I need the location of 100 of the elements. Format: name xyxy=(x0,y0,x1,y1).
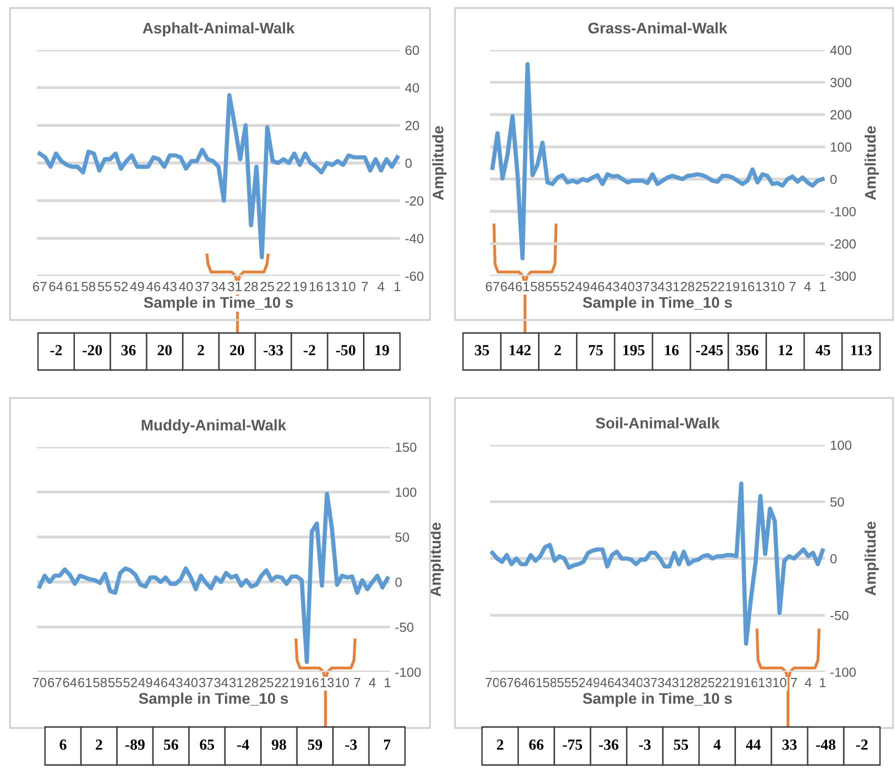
text: 2 xyxy=(554,345,561,356)
text: -245 xyxy=(696,345,723,356)
x-tick-label: 31 xyxy=(229,678,243,688)
y-tick-label: -100 xyxy=(830,668,856,677)
x-axis-title: Sample in Time_10 s xyxy=(582,296,732,311)
x-tick-label: 10 xyxy=(771,282,784,292)
x-tick-label: 4 xyxy=(804,678,812,688)
x-tick-label: 67 xyxy=(500,678,514,688)
text: 55 xyxy=(674,740,688,750)
y-tick-label: -50 xyxy=(830,610,848,620)
y-axis-title: Amplitude xyxy=(430,522,444,596)
x-tick-label: 1 xyxy=(820,678,826,688)
x-tick-label: 52 xyxy=(572,678,586,688)
x-tick-label: 64 xyxy=(49,282,63,292)
line-series xyxy=(37,492,390,664)
x-tick-label: 7 xyxy=(790,678,797,688)
x-tick-label: 37 xyxy=(636,282,650,292)
text: -20 xyxy=(82,345,102,356)
x-tick-label: 49 xyxy=(138,678,152,688)
y-tick-label: 50 xyxy=(830,497,844,507)
y-tick-label: -60 xyxy=(405,272,424,281)
y-tick-label: 400 xyxy=(830,46,852,55)
x-tick-label: 34 xyxy=(214,678,228,688)
x-tick-label: 55 xyxy=(108,678,122,688)
x-tick-label: 13 xyxy=(326,282,340,292)
x-tick-label: 67 xyxy=(48,678,62,688)
x-tick-label: 43 xyxy=(614,678,628,688)
x-tick-label: 4 xyxy=(804,282,811,292)
y-tick-label: 0 xyxy=(395,578,402,587)
y-tick-label: -300 xyxy=(830,272,856,281)
x-tick-label: 61 xyxy=(528,678,542,688)
x-tick-label: 58 xyxy=(543,678,557,688)
text: 2 xyxy=(96,740,102,750)
text: 45 xyxy=(816,345,830,356)
x-tick-label: 37 xyxy=(643,678,657,688)
text: 20 xyxy=(158,345,172,356)
x-tick-label: 64 xyxy=(514,678,528,688)
x-tick-label: 7 xyxy=(354,678,360,688)
y-tick-label: 0 xyxy=(830,174,837,184)
x-tick-label: 31 xyxy=(228,282,242,292)
x-tick-label: 58 xyxy=(93,678,107,688)
x-tick-label: 49 xyxy=(575,282,590,292)
x-tick-label: 28 xyxy=(244,678,258,688)
x-tick-label: 55 xyxy=(546,282,560,292)
text: 56 xyxy=(164,740,178,750)
y-tick-label: -20 xyxy=(405,196,424,206)
x-tick-label: 7 xyxy=(790,282,796,292)
text: -3 xyxy=(345,740,357,750)
x-tick-label: 1 xyxy=(394,282,400,292)
x-tick-label: 43 xyxy=(162,282,176,292)
x-tick-label: 61 xyxy=(66,282,79,292)
line-series xyxy=(490,482,825,646)
x-tick-label: 46 xyxy=(590,282,604,292)
x-tick-label: 1 xyxy=(384,678,391,688)
text: 16 xyxy=(665,345,679,356)
chart-title: Muddy-Animal-Walk xyxy=(142,419,286,434)
x-tick-label: 25 xyxy=(260,282,274,292)
text: -4 xyxy=(237,740,250,750)
x-tick-label: 40 xyxy=(628,678,643,688)
x-tick-label: 55 xyxy=(98,282,112,292)
chart-title: Grass-Animal-Walk xyxy=(588,22,728,34)
x-tick-label: 13 xyxy=(758,678,772,688)
x-tick-label: 25 xyxy=(696,282,710,292)
y-tick-label: -100 xyxy=(395,668,421,677)
x-tick-label: 19 xyxy=(730,678,744,688)
y-axis-title: Amplitude xyxy=(432,126,447,200)
x-tick-label: 28 xyxy=(244,282,258,292)
x-tick-label: 16 xyxy=(306,678,319,688)
text: 113 xyxy=(851,345,872,356)
x-tick-label: 19 xyxy=(290,678,304,688)
x-tick-label: 46 xyxy=(146,282,160,292)
x-tick-label: 16 xyxy=(310,282,323,292)
text: 142 xyxy=(510,345,531,356)
x-tick-label: 19 xyxy=(293,282,306,292)
text: 36 xyxy=(121,345,136,356)
y-tick-label: 40 xyxy=(405,83,420,93)
x-axis-title: Sample in Time_10 s xyxy=(144,296,293,311)
x-tick-label: 40 xyxy=(178,282,193,292)
x-tick-label: 52 xyxy=(560,282,574,292)
y-axis-title: Amplitude xyxy=(864,126,879,200)
x-tick-label: 13 xyxy=(756,282,770,292)
x-tick-label: 55 xyxy=(557,678,571,688)
x-tick-label: 28 xyxy=(680,282,694,292)
y-tick-label: 100 xyxy=(396,488,416,497)
text: -36 xyxy=(599,740,618,750)
y-tick-label: 100 xyxy=(830,142,852,152)
x-tick-label: 4 xyxy=(378,282,384,292)
text: -33 xyxy=(264,345,283,356)
text: -2 xyxy=(856,740,868,750)
y-tick-label: -50 xyxy=(395,622,414,632)
x-tick-label: 40 xyxy=(620,282,634,292)
x-tick-label: 34 xyxy=(658,678,672,688)
text: 59 xyxy=(308,740,322,750)
text: 195 xyxy=(623,345,644,356)
x-tick-label: 7 xyxy=(362,282,368,292)
x-tick-label: 58 xyxy=(530,282,544,292)
x-tick-label: 13 xyxy=(320,678,334,688)
x-tick-label: 25 xyxy=(260,678,274,688)
x-tick-label: 64 xyxy=(500,282,514,292)
chart-title: Soil-Animal-Walk xyxy=(596,417,720,428)
